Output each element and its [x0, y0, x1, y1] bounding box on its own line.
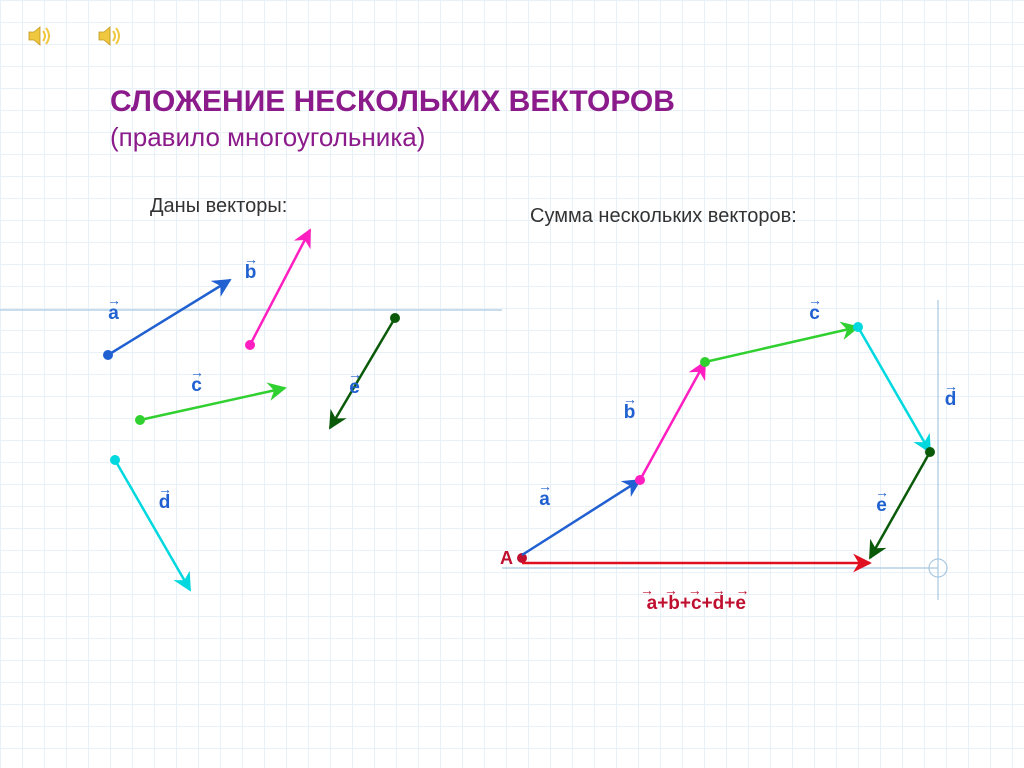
page-subtitle: (правило многоугольника): [110, 122, 425, 153]
vector-label-b: → b: [244, 255, 257, 282]
page-title: СЛОЖЕНИЕ НЕСКОЛЬКИХ ВЕКТОРОВ: [110, 85, 675, 119]
speaker-icon[interactable]: [95, 22, 123, 50]
vector-label-e-sum: → e: [875, 488, 888, 515]
speaker-icon[interactable]: [25, 22, 53, 50]
sum-vectors-label: Сумма нескольких векторов:: [530, 205, 797, 228]
given-vectors-label: Даны векторы:: [150, 195, 287, 218]
vector-label-e: → e: [348, 370, 361, 397]
vector-label-a-sum: → a: [538, 482, 551, 509]
point-label-A: A: [500, 548, 513, 569]
vector-label-b-sum: → b: [623, 395, 636, 422]
vector-label-a: → a: [107, 296, 120, 323]
vector-label-d-sum: → d: [944, 382, 957, 409]
vector-label-c: → c: [190, 368, 203, 395]
vector-label-c-sum: → c: [808, 296, 821, 323]
vector-label-d: → d: [158, 485, 171, 512]
sum-result-label: → → → → → a+b+c+d+e: [640, 586, 753, 613]
